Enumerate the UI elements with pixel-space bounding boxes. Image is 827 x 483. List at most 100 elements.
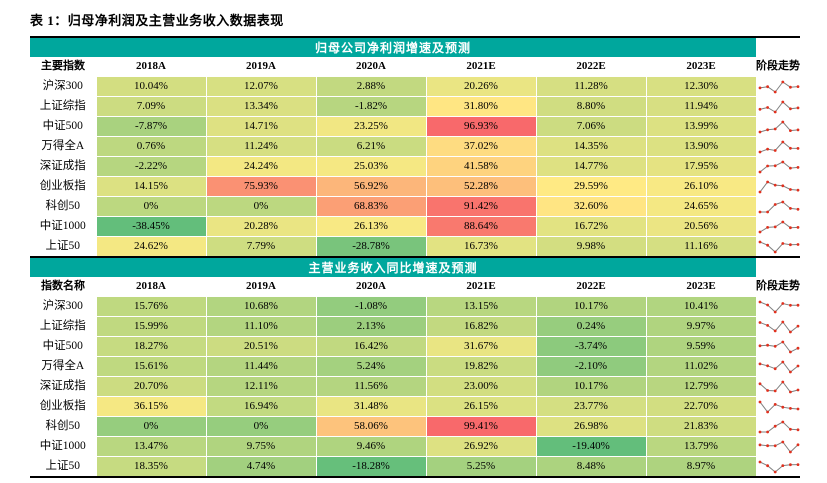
index-name-cell: 上证综指 [30,96,96,117]
value-cell: 99.41% [425,416,537,437]
value-cell: 13.79% [645,436,757,457]
value-cell: 25.03% [315,156,427,177]
trend-sparkline-cell [756,296,801,317]
trend-sparkline [758,380,799,394]
index-name-cell: 中证500 [30,116,96,137]
value-cell: 13.99% [645,116,757,137]
table-row: 中证1000 -38.45% 20.28% 26.13% 88.64% 16.72% 20.… [30,216,801,237]
trend-sparkline-cell [756,336,801,357]
value-cell: 20.26% [425,76,537,97]
value-cell: 13.15% [425,296,537,317]
net-profit-growth-table: 归母公司净利润增速及预测 主要指数 2018A 2019A 2020A 2021… [30,36,801,258]
trend-sparkline-cell [756,156,801,177]
table-row: 深证成指 20.70% 12.11% 11.56% 23.00% 10.17% 12.79% [30,376,801,397]
table-row: 深证成指 -2.22% 24.24% 25.03% 41.58% 14.77% 17.95% [30,156,801,177]
trend-sparkline [758,140,799,154]
trend-sparkline [758,220,799,234]
value-cell: 88.64% [425,216,537,237]
value-cell: 12.30% [645,76,757,97]
value-cell: 20.51% [205,336,317,357]
value-cell: 13.34% [205,96,317,117]
year-column-header: 2018A [96,277,206,297]
table-row: 科创50 0% 0% 68.83% 91.42% 32.60% 24.65% [30,196,801,217]
value-cell: 0% [95,196,207,217]
value-cell: 10.17% [535,296,647,317]
table-row: 沪深300 10.04% 12.07% 2.88% 20.26% 11.28% 12.30% [30,76,801,97]
value-cell: 15.61% [95,356,207,377]
value-cell: 36.15% [95,396,207,417]
value-cell: 9.59% [645,336,757,357]
trend-sparkline-cell [756,316,801,337]
value-cell: 20.28% [205,216,317,237]
value-cell: -18.28% [315,456,427,478]
trend-sparkline [758,300,799,314]
value-cell: 5.24% [315,356,427,377]
value-cell: 0.76% [95,136,207,157]
trend-sparkline [758,200,799,214]
value-cell: 9.75% [205,436,317,457]
value-cell: 32.60% [535,196,647,217]
value-cell: 12.07% [205,76,317,97]
table-title-band: 归母公司净利润增速及预测 [30,37,757,57]
year-column-header: 2020A [316,277,426,297]
table-row: 创业板指 14.15% 75.93% 56.92% 52.28% 29.59% 26.10% [30,176,801,197]
value-cell: -3.74% [535,336,647,357]
value-cell: 2.13% [315,316,427,337]
table-body: 沪深300 15.76% 10.68% -1.08% 13.15% 10.17% 10.41… [30,296,801,478]
trend-sparkline-cell [756,116,801,137]
table-row: 中证1000 13.47% 9.75% 9.46% 26.92% -19.40% 13.79… [30,436,801,457]
value-cell: -7.87% [95,116,207,137]
year-column-header: 2023E [646,277,757,297]
row-header-label: 指数名称 [30,277,96,297]
value-cell: 31.67% [425,336,537,357]
value-cell: 13.47% [95,436,207,457]
value-cell: 24.65% [645,196,757,217]
value-cell: 29.59% [535,176,647,197]
value-cell: 58.06% [315,416,427,437]
value-cell: 19.82% [425,356,537,377]
value-cell: 23.25% [315,116,427,137]
index-name-cell: 上证50 [30,456,96,477]
value-cell: 4.74% [205,456,317,478]
trend-sparkline-cell [756,436,801,457]
value-cell: 11.10% [205,316,317,337]
value-cell: 16.94% [205,396,317,417]
index-name-cell: 沪深300 [30,296,96,317]
year-column-header: 2023E [646,57,757,77]
index-name-cell: 上证50 [30,236,96,257]
year-column-header: 2019A [206,277,316,297]
value-cell: 14.71% [205,116,317,137]
trend-sparkline [758,180,799,194]
table-row: 万得全A 0.76% 11.24% 6.21% 37.02% 14.35% 13.90% [30,136,801,157]
band-spacer [756,37,801,57]
value-cell: 68.83% [315,196,427,217]
value-cell: 26.92% [425,436,537,457]
value-cell: 12.79% [645,376,757,397]
table-row: 上证50 24.62% 7.79% -28.78% 16.73% 9.98% 11.16% [30,236,801,258]
value-cell: 9.46% [315,436,427,457]
value-cell: 7.79% [205,236,317,258]
table-row: 中证500 18.27% 20.51% 16.42% 31.67% -3.74% 9.59% [30,336,801,357]
table-row: 上证50 18.35% 4.74% -18.28% 5.25% 8.48% 8.97% [30,456,801,478]
value-cell: 11.94% [645,96,757,117]
band-spacer [756,258,801,277]
index-name-cell: 中证1000 [30,436,96,457]
trend-column-header: 阶段走势 [756,277,801,297]
revenue-growth-table: 主营业务收入同比增速及预测 指数名称 2018A 2019A 2020A 202… [30,258,801,478]
value-cell: 56.92% [315,176,427,197]
index-name-cell: 中证1000 [30,216,96,237]
value-cell: 10.41% [645,296,757,317]
column-header-row: 主要指数 2018A 2019A 2020A 2021E 2022E 2023E… [30,57,801,77]
value-cell: 18.27% [95,336,207,357]
trend-sparkline [758,400,799,414]
value-cell: 26.98% [535,416,647,437]
value-cell: 21.83% [645,416,757,437]
table-row: 沪深300 15.76% 10.68% -1.08% 13.15% 10.17% 10.41… [30,296,801,317]
year-column-header: 2022E [536,277,646,297]
value-cell: 75.93% [205,176,317,197]
value-cell: 0% [205,416,317,437]
trend-sparkline-cell [756,216,801,237]
trend-sparkline [758,440,799,454]
index-name-cell: 中证500 [30,336,96,357]
value-cell: -19.40% [535,436,647,457]
